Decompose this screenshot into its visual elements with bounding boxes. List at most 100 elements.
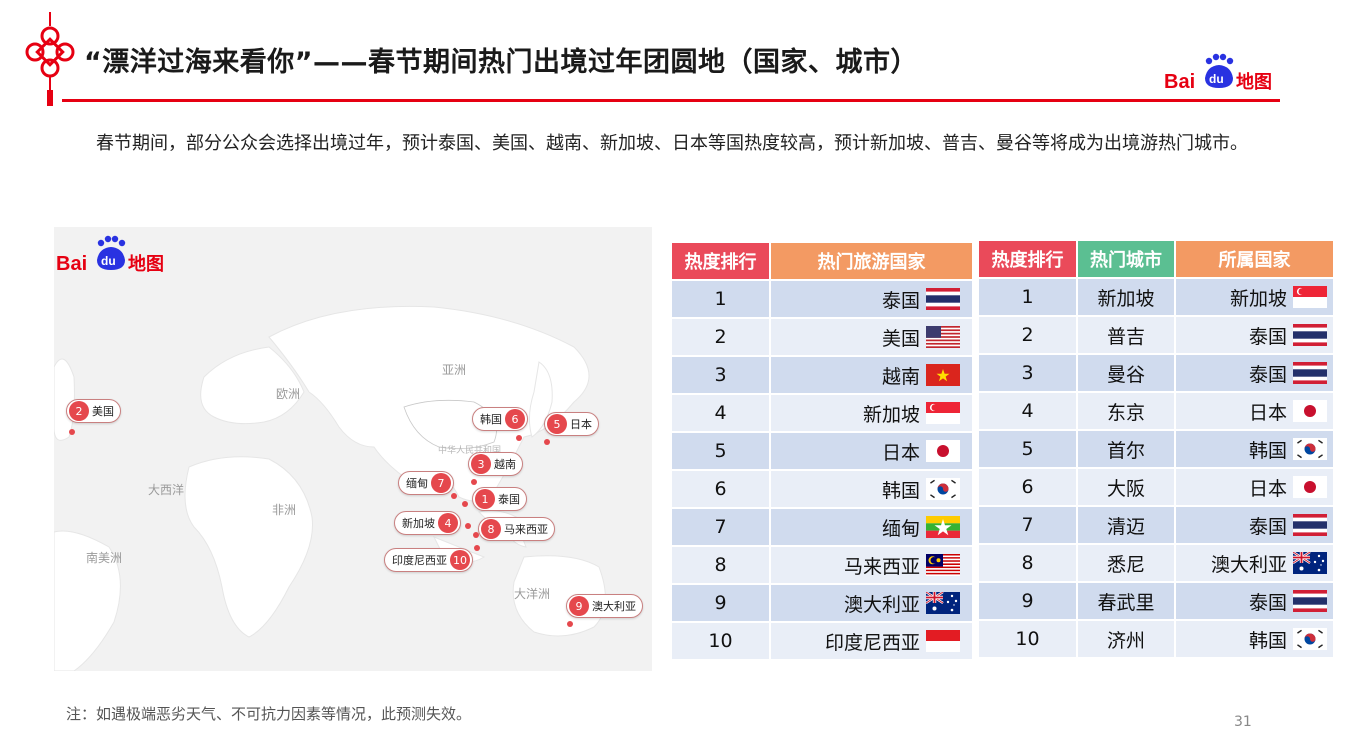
- svg-text:du: du: [101, 254, 116, 268]
- map-pin-vietnam[interactable]: 3 越南: [468, 452, 523, 476]
- header-rank: 热度排行: [979, 241, 1076, 277]
- rank-cell: 7: [979, 507, 1076, 543]
- table-row: 4 新加坡: [672, 395, 972, 431]
- malaysia-flag-icon: [926, 554, 960, 576]
- map-pin-thailand[interactable]: 1 泰国: [472, 487, 527, 511]
- header-divider: [62, 99, 1280, 102]
- australia-flag-icon: [926, 592, 960, 614]
- map-pin-myanmar[interactable]: 缅甸 7: [398, 471, 454, 495]
- table-row: 3 曼谷 泰国: [979, 355, 1333, 391]
- rank-cell: 9: [979, 583, 1076, 619]
- country-cell: 日本: [1176, 393, 1333, 429]
- australia-flag-icon: [1293, 552, 1327, 574]
- map-pin-korea[interactable]: 韩国 6: [472, 407, 528, 431]
- rank-cell: 1: [672, 281, 769, 317]
- country-name: 韩国: [881, 479, 920, 502]
- country-name: 日本: [1248, 477, 1287, 500]
- world-map: Bai du 地图 亚洲 欧洲 非洲 大西洋 南美洲 大洋洲 中华人民共和国 2…: [54, 227, 652, 671]
- table-row: 2 美国: [672, 319, 972, 355]
- rank-cell: 4: [672, 395, 769, 431]
- country-cell: 韩国: [1176, 431, 1333, 467]
- rank-cell: 2: [672, 319, 769, 355]
- country-name: 泰国: [1248, 363, 1287, 386]
- country-name: 新加坡: [1229, 287, 1287, 310]
- country-cell: 韩国: [771, 471, 972, 507]
- map-pin-malaysia[interactable]: 8 马来西亚: [478, 517, 555, 541]
- table-row: 5 日本: [672, 433, 972, 469]
- map-dot-vietnam: [471, 479, 477, 485]
- country-cell: 缅甸: [771, 509, 972, 545]
- japan-flag-icon: [926, 440, 960, 462]
- country-name: 泰国: [881, 289, 920, 312]
- country-cell: 泰国: [1176, 583, 1333, 619]
- map-pin-indonesia[interactable]: 印度尼西亚 10: [384, 548, 473, 572]
- country-cell: 日本: [1176, 469, 1333, 505]
- table-row: 2 普吉 泰国: [979, 317, 1333, 353]
- map-pin-japan[interactable]: 5 日本: [544, 412, 599, 436]
- city-cell: 首尔: [1078, 431, 1174, 467]
- page-title: “漂洋过海来看你”——春节期间热门出境过年团圆地（国家、城市）: [84, 47, 918, 78]
- korea-flag-icon: [1293, 628, 1327, 650]
- header-rank: 热度排行: [672, 243, 769, 279]
- map-pin-singapore[interactable]: 新加坡 4: [394, 511, 461, 535]
- city-cell: 大阪: [1078, 469, 1174, 505]
- country-name: 新加坡: [862, 403, 920, 426]
- map-dot-australia: [567, 621, 573, 627]
- vietnam-flag-icon: [926, 364, 960, 386]
- country-name: 美国: [881, 327, 920, 350]
- rank-cell: 10: [672, 623, 769, 659]
- city-cell: 东京: [1078, 393, 1174, 429]
- table-row: 10 印度尼西亚: [672, 623, 972, 659]
- country-name: 泰国: [1248, 591, 1287, 614]
- table-row: 3 越南: [672, 357, 972, 393]
- map-dot-myanmar: [451, 493, 457, 499]
- map-baidu-logo: Bai du 地图: [56, 235, 164, 275]
- country-cell: 泰国: [771, 281, 972, 317]
- rank-cell: 3: [979, 355, 1076, 391]
- thailand-flag-icon: [926, 288, 960, 310]
- intro-paragraph: 春节期间，部分公众会选择出境过年，预计泰国、美国、越南、新加坡、日本等国热度较高…: [96, 133, 1248, 154]
- city-cell: 新加坡: [1078, 279, 1174, 315]
- thailand-flag-icon: [1293, 362, 1327, 384]
- usa-flag-icon: [926, 326, 960, 348]
- svg-text:Bai: Bai: [1164, 71, 1195, 93]
- japan-flag-icon: [1293, 476, 1327, 498]
- svg-text:Bai: Bai: [56, 253, 87, 275]
- map-dot-singapore: [465, 523, 471, 529]
- svg-text:地图: 地图: [128, 253, 164, 275]
- country-cell: 泰国: [1176, 317, 1333, 353]
- region-label-asia: 亚洲: [442, 363, 467, 377]
- rank-cell: 10: [979, 621, 1076, 657]
- table-row: 10 济州 韩国: [979, 621, 1333, 657]
- country-cell: 新加坡: [1176, 279, 1333, 315]
- country-name: 韩国: [1248, 439, 1287, 462]
- map-pin-australia[interactable]: 9 澳大利亚: [566, 594, 643, 618]
- map-dot-thailand: [462, 501, 468, 507]
- rank-cell: 7: [672, 509, 769, 545]
- japan-flag-icon: [1293, 400, 1327, 422]
- table-row: 7 清迈 泰国: [979, 507, 1333, 543]
- country-name: 缅甸: [881, 517, 920, 540]
- table-row: 1 新加坡 新加坡: [979, 279, 1333, 315]
- rank-cell: 6: [672, 471, 769, 507]
- region-label-atlantic: 大西洋: [148, 483, 185, 497]
- svg-text:地图: 地图: [1236, 71, 1272, 93]
- footnote: 注：如遇极端恶劣天气、不可抗力因素等情况，此预测失效。: [66, 705, 472, 723]
- rank-cell: 4: [979, 393, 1076, 429]
- rank-cell: 9: [672, 585, 769, 621]
- table-row: 8 马来西亚: [672, 547, 972, 583]
- table-row: 9 澳大利亚: [672, 585, 972, 621]
- region-label-europe: 欧洲: [276, 387, 301, 401]
- map-dot-malaysia: [473, 532, 479, 538]
- country-cell: 马来西亚: [771, 547, 972, 583]
- city-cell: 普吉: [1078, 317, 1174, 353]
- baidu-map-logo: Bai du 地图: [1164, 53, 1272, 93]
- city-cell: 悉尼: [1078, 545, 1174, 581]
- map-pin-usa[interactable]: 2 美国: [66, 399, 121, 423]
- region-label-china: 中华人民共和国: [438, 446, 502, 456]
- thailand-flag-icon: [1293, 324, 1327, 346]
- country-name: 泰国: [1248, 515, 1287, 538]
- country-cell: 泰国: [1176, 507, 1333, 543]
- map-landmass: [54, 305, 606, 671]
- map-dot-japan: [544, 439, 550, 445]
